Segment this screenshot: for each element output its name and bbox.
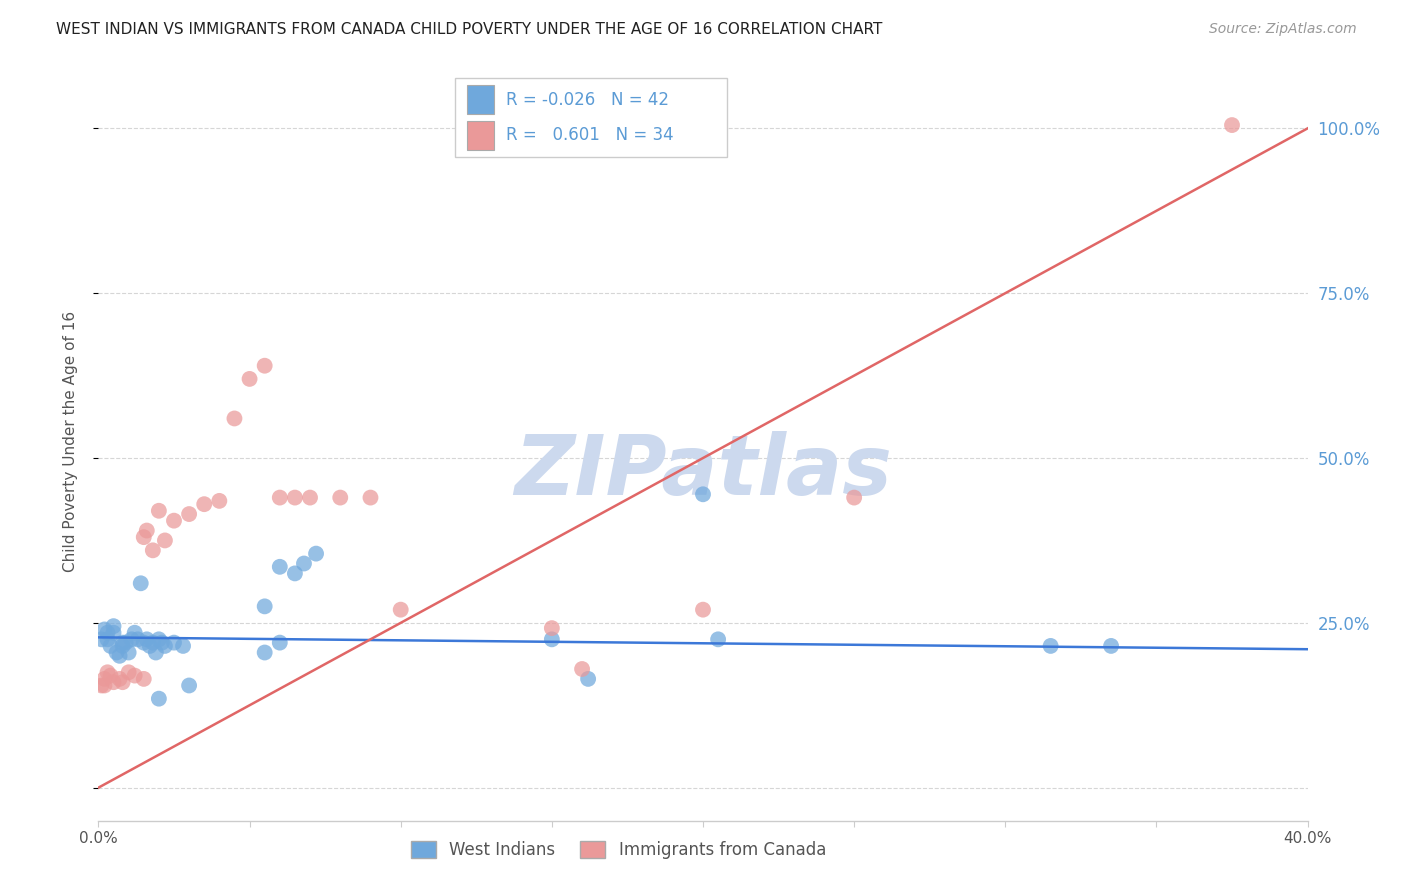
- Point: [692, 487, 714, 501]
- Point: [132, 635, 155, 649]
- Point: [163, 635, 186, 649]
- Point: [96, 632, 118, 647]
- Point: [90, 678, 112, 692]
- Point: [153, 639, 176, 653]
- Point: [93, 623, 115, 637]
- Text: R = -0.026   N = 42: R = -0.026 N = 42: [506, 91, 669, 109]
- Point: [148, 632, 170, 647]
- Point: [132, 530, 155, 544]
- Point: [253, 359, 276, 373]
- Point: [269, 635, 291, 649]
- Point: [121, 632, 143, 647]
- Text: Source: ZipAtlas.com: Source: ZipAtlas.com: [1209, 22, 1357, 37]
- Point: [129, 576, 152, 591]
- FancyBboxPatch shape: [467, 85, 494, 114]
- Point: [571, 662, 593, 676]
- Point: [253, 646, 276, 660]
- Point: [360, 491, 382, 505]
- Point: [118, 665, 141, 680]
- Point: [1099, 639, 1122, 653]
- Point: [132, 672, 155, 686]
- Point: [118, 646, 141, 660]
- Point: [284, 566, 307, 581]
- Point: [172, 639, 194, 653]
- Point: [193, 497, 215, 511]
- Point: [111, 675, 134, 690]
- Point: [139, 639, 162, 653]
- Point: [103, 625, 125, 640]
- Point: [148, 691, 170, 706]
- FancyBboxPatch shape: [456, 78, 727, 157]
- Text: ZIPatlas: ZIPatlas: [515, 432, 891, 512]
- Point: [299, 491, 322, 505]
- Point: [124, 668, 146, 682]
- Point: [576, 672, 599, 686]
- Point: [100, 668, 122, 682]
- Point: [96, 625, 118, 640]
- Point: [96, 665, 118, 680]
- Point: [93, 678, 115, 692]
- Point: [90, 632, 112, 647]
- Point: [111, 639, 134, 653]
- Point: [208, 494, 231, 508]
- Point: [127, 632, 149, 647]
- Point: [239, 372, 262, 386]
- Point: [108, 672, 131, 686]
- FancyBboxPatch shape: [467, 120, 494, 150]
- Point: [145, 646, 167, 660]
- Point: [305, 547, 328, 561]
- Point: [93, 672, 115, 686]
- Point: [163, 514, 186, 528]
- Point: [105, 646, 128, 660]
- Point: [707, 632, 730, 647]
- Point: [114, 635, 136, 649]
- Point: [111, 635, 134, 649]
- Point: [1220, 118, 1243, 132]
- Point: [142, 543, 165, 558]
- Point: [844, 491, 866, 505]
- Point: [269, 491, 291, 505]
- Point: [540, 632, 562, 647]
- Point: [100, 639, 122, 653]
- Y-axis label: Child Poverty Under the Age of 16: Child Poverty Under the Age of 16: [63, 311, 77, 572]
- Point: [692, 602, 714, 616]
- Point: [179, 507, 201, 521]
- Point: [150, 635, 173, 649]
- Point: [329, 491, 352, 505]
- Point: [269, 559, 291, 574]
- Point: [224, 411, 246, 425]
- Point: [124, 625, 146, 640]
- Point: [540, 621, 562, 635]
- Point: [389, 602, 412, 616]
- Text: R =   0.601   N = 34: R = 0.601 N = 34: [506, 127, 673, 145]
- Point: [142, 635, 165, 649]
- Point: [292, 557, 315, 571]
- Point: [1039, 639, 1062, 653]
- Text: WEST INDIAN VS IMMIGRANTS FROM CANADA CHILD POVERTY UNDER THE AGE OF 16 CORRELAT: WEST INDIAN VS IMMIGRANTS FROM CANADA CH…: [56, 22, 883, 37]
- Point: [103, 619, 125, 633]
- Point: [284, 491, 307, 505]
- Point: [135, 632, 157, 647]
- Point: [253, 599, 276, 614]
- Point: [135, 524, 157, 538]
- Point: [179, 678, 201, 692]
- Point: [103, 675, 125, 690]
- Point: [108, 648, 131, 663]
- Point: [153, 533, 176, 548]
- Point: [148, 504, 170, 518]
- Legend: West Indians, Immigrants from Canada: West Indians, Immigrants from Canada: [404, 834, 832, 865]
